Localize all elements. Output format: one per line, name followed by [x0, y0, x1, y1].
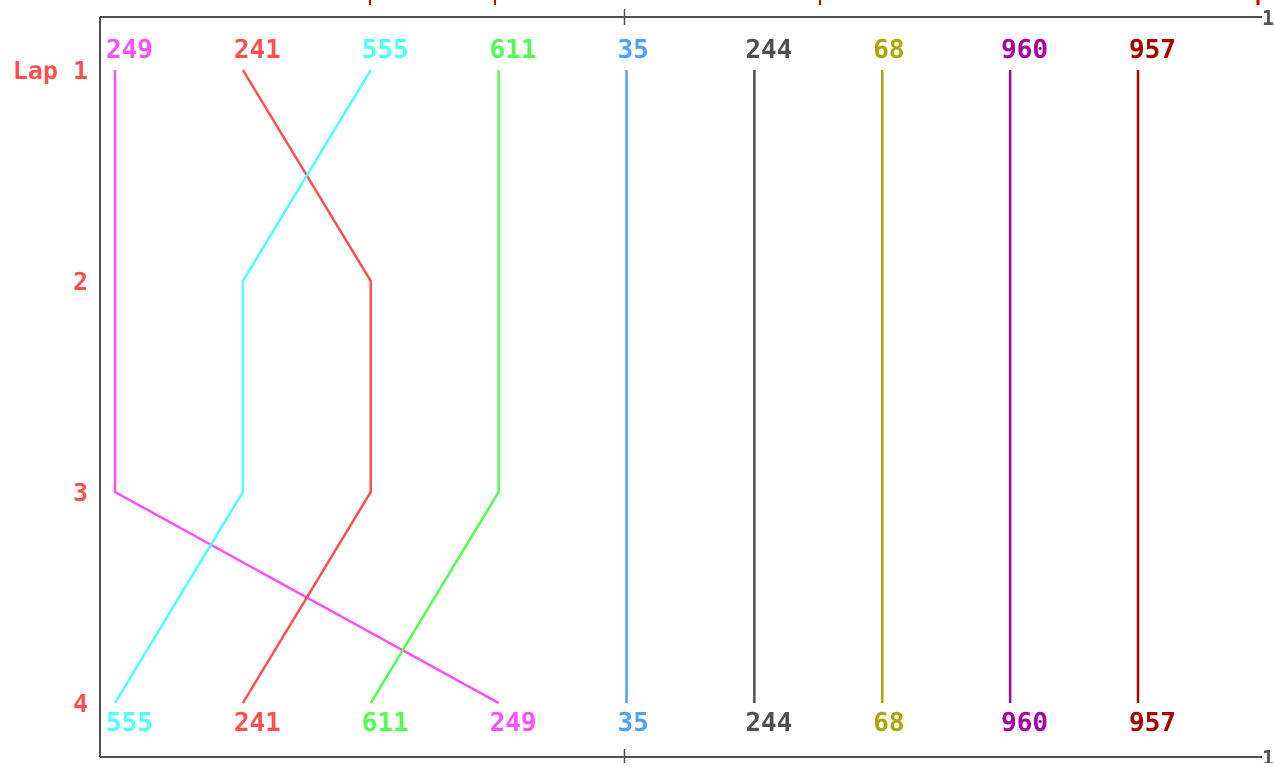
lap-label-1: Lap 1: [13, 56, 88, 85]
series-line-611: [369, 70, 500, 704]
start-label-35: 35: [618, 35, 649, 65]
chart-frame: 11: [99, 0, 1274, 767]
start-label-249: 249: [106, 35, 153, 65]
start-label-957: 957: [1129, 35, 1176, 65]
start-label-68: 68: [873, 35, 904, 65]
end-label-68: 68: [873, 708, 904, 738]
series-lines: [113, 69, 1140, 705]
end-label-241: 241: [234, 708, 281, 738]
start-label-241: 241: [234, 35, 281, 65]
end-label-611: 611: [362, 708, 409, 738]
series-line-241: [241, 69, 372, 704]
end-label-249: 249: [490, 708, 537, 738]
start-label-555: 555: [362, 35, 409, 65]
end-label-957: 957: [1129, 708, 1176, 738]
lap-label-2: 2: [73, 267, 88, 296]
lap-axis: Lap 1 2 3 4: [13, 56, 88, 718]
bottom-right-edge-marker: 1: [1262, 746, 1274, 763]
series-labels: 249 249 241 241 555 555 611 611 35 35 244 244 68 68 96…: [106, 35, 1176, 738]
lap-label-3: 3: [73, 478, 88, 507]
lap-label-4: 4: [73, 689, 88, 718]
start-label-960: 960: [1001, 35, 1048, 65]
start-label-611: 611: [490, 35, 537, 65]
end-label-960: 960: [1001, 708, 1048, 738]
end-label-244: 244: [745, 708, 792, 738]
end-label-35: 35: [618, 708, 649, 738]
series-line-555: [113, 69, 372, 704]
top-right-edge-marker: 1: [1262, 6, 1274, 30]
end-label-555: 555: [106, 708, 153, 738]
start-label-244: 244: [745, 35, 792, 65]
